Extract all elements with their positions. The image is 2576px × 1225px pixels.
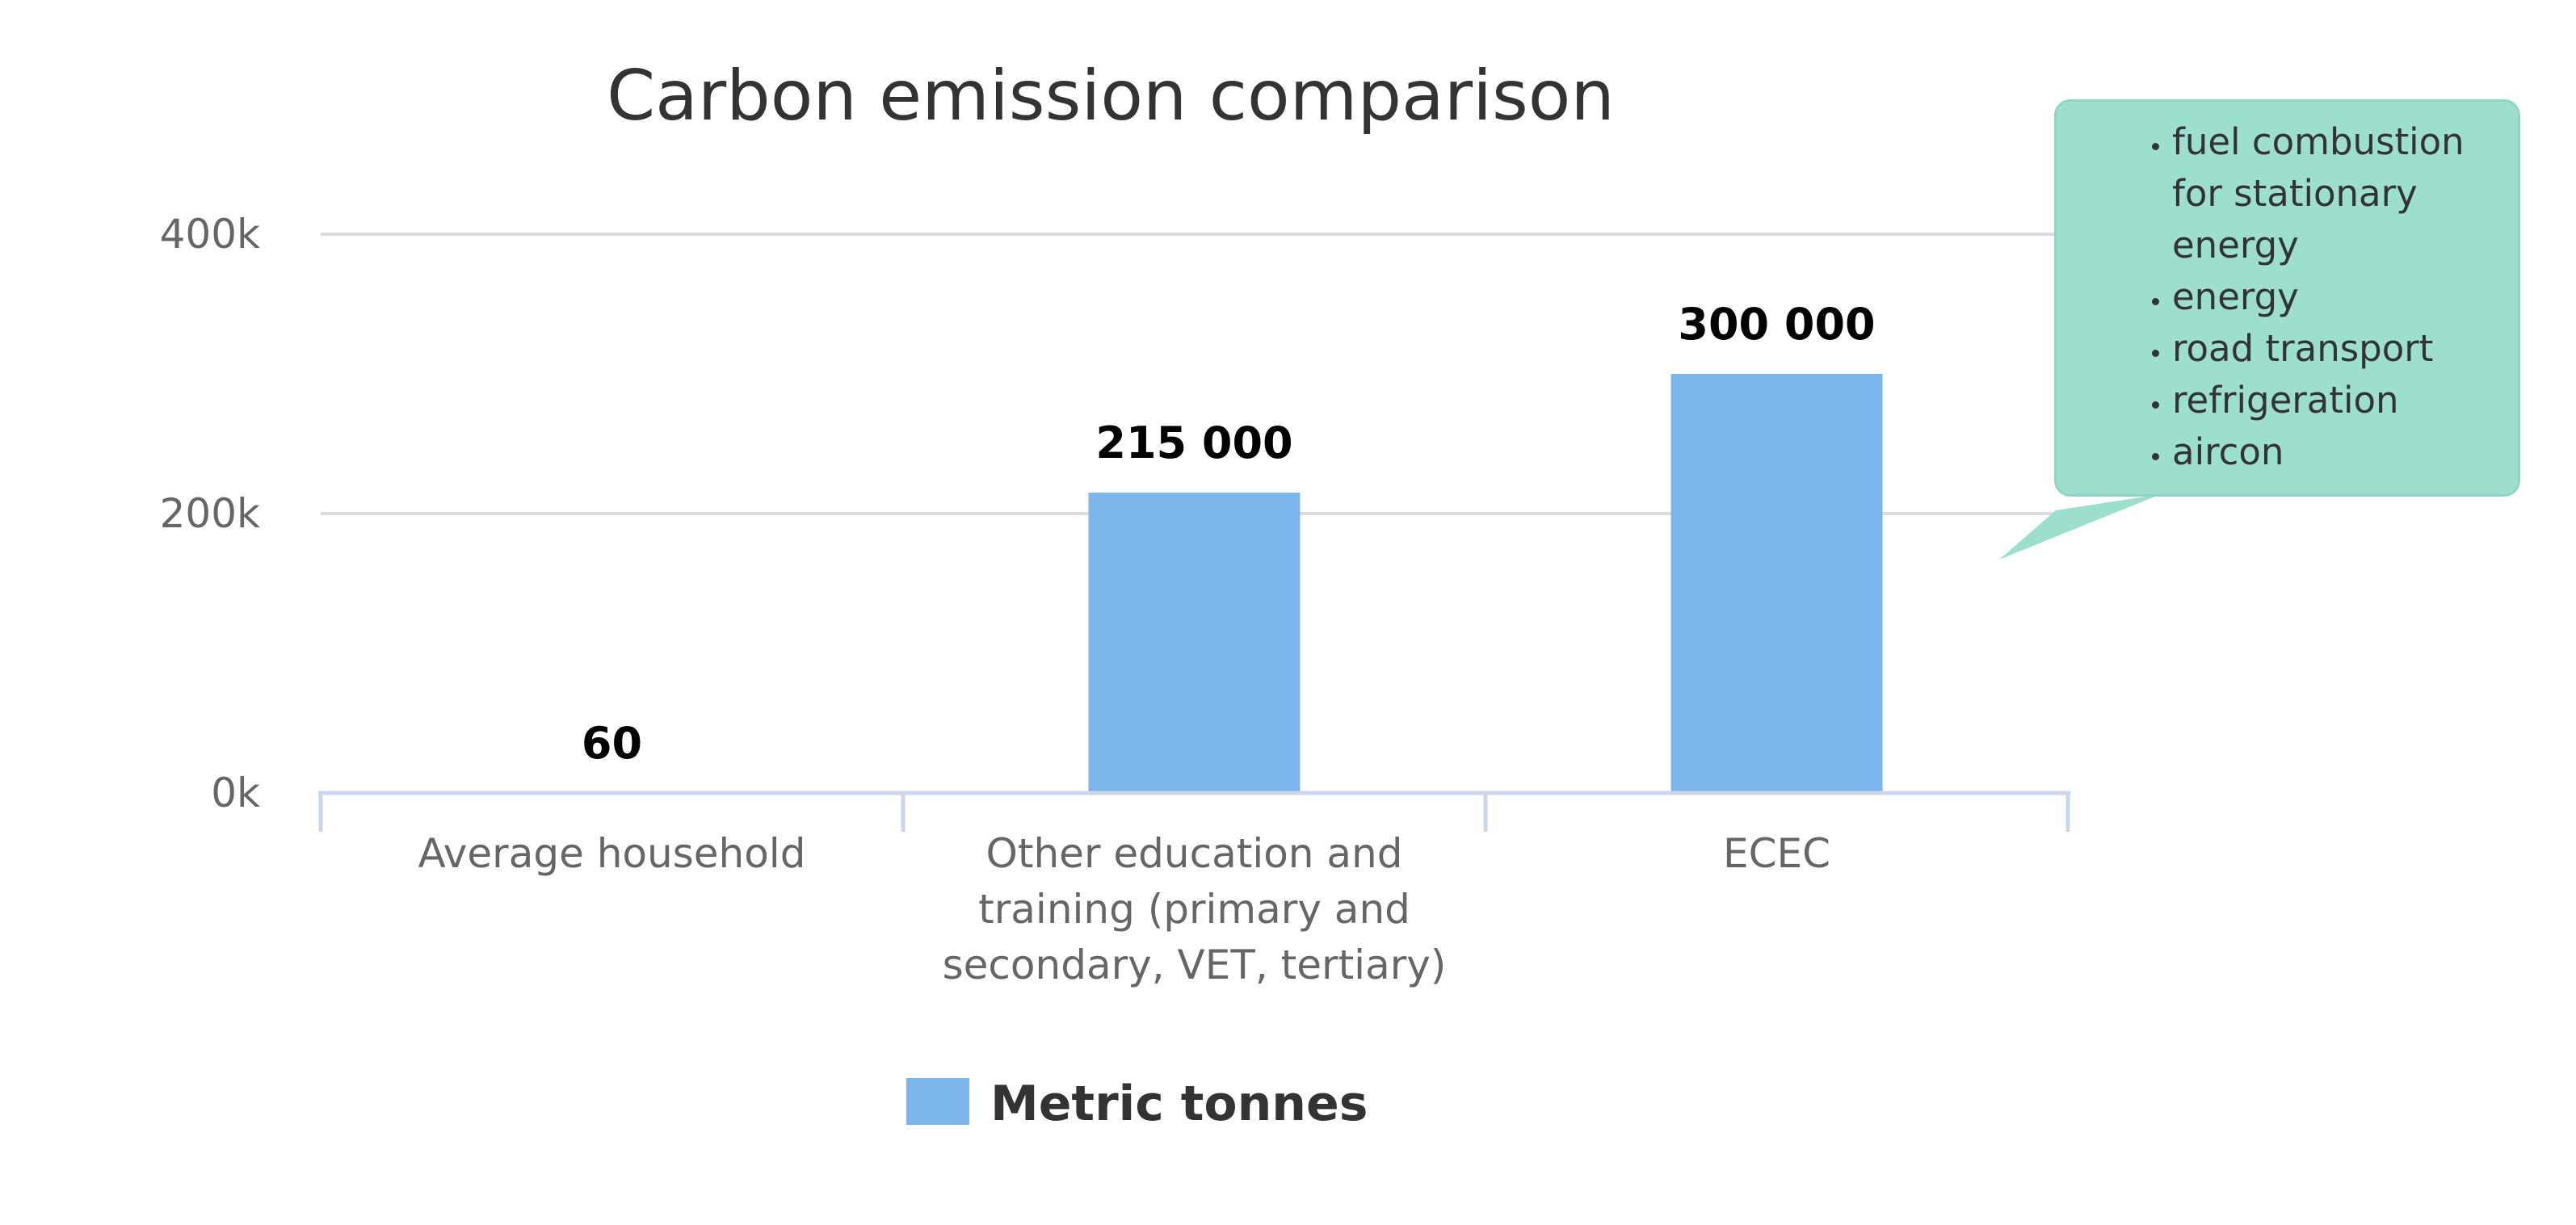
y-tick-label: 0k — [211, 770, 260, 816]
data-labels: 60 215 000 300 000 — [582, 299, 1876, 769]
data-label: 300 000 — [1678, 299, 1875, 350]
y-axis: 0k 200k 400k — [160, 211, 260, 816]
data-label: 60 — [582, 718, 642, 769]
callout-item: road transport — [2172, 323, 2486, 375]
callout-item: aircon — [2172, 426, 2486, 478]
callout-tail — [1999, 494, 2161, 560]
x-tick-label-line: secondary, VET, tertiary) — [943, 942, 1447, 988]
x-tick-label-line: training (primary and — [978, 886, 1410, 933]
legend-label[interactable]: Metric tonnes — [990, 1076, 1368, 1132]
x-tick-label-line: Other education and — [986, 830, 1403, 877]
x-axis: Average household Other education and trai… — [318, 791, 2070, 988]
x-tick-label: Other education and training (primary and… — [943, 830, 1447, 988]
chart-title: Carbon emission comparison — [607, 56, 1615, 136]
callout-item: refrigeration — [2172, 375, 2486, 426]
bars — [506, 374, 1883, 793]
y-tick-label: 400k — [160, 211, 260, 258]
legend[interactable]: Metric tonnes — [906, 1076, 1368, 1132]
x-tick-label-line: ECEC — [1723, 830, 1830, 877]
legend-swatch[interactable] — [906, 1078, 969, 1125]
y-tick-label: 200k — [160, 490, 260, 537]
x-tick-label: ECEC — [1723, 830, 1830, 877]
data-label: 215 000 — [1095, 417, 1292, 468]
x-tick-label: Average household — [418, 830, 806, 877]
callout-item: fuel combustion for stationary energy — [2172, 116, 2486, 271]
callout-list: fuel combustion for stationary energyene… — [2057, 102, 2518, 478]
callout-item: energy — [2172, 271, 2486, 323]
x-tick-label-line: Average household — [418, 830, 806, 877]
callout-box: fuel combustion for stationary energyene… — [2054, 99, 2520, 497]
bar[interactable] — [1088, 493, 1301, 793]
bar[interactable] — [1670, 374, 1883, 793]
